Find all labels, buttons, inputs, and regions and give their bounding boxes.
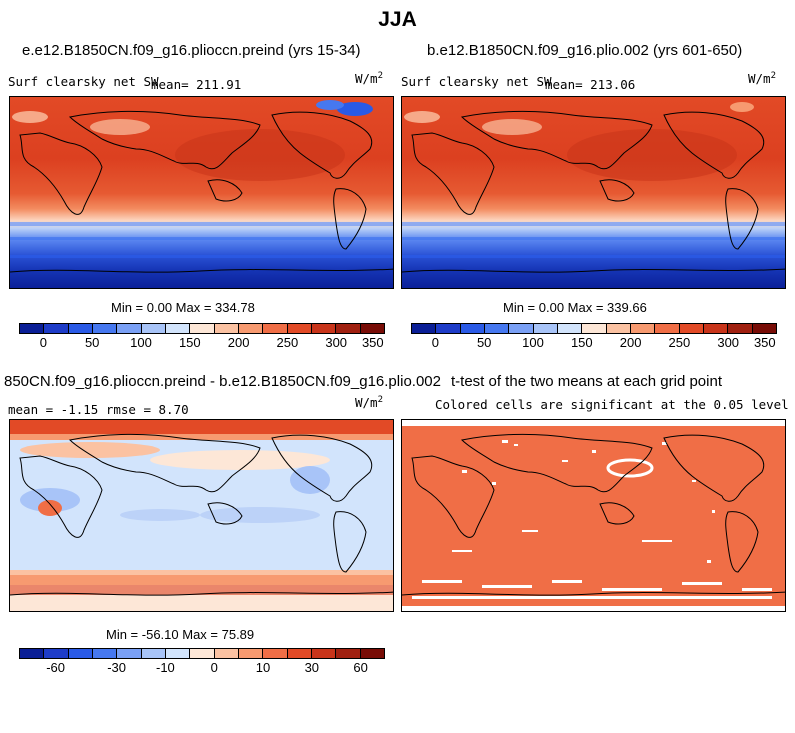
colorbar-swatch bbox=[190, 649, 215, 658]
colorbar-swatch bbox=[68, 649, 93, 658]
colorbar-swatch bbox=[263, 324, 288, 333]
colorbar-swatch bbox=[533, 324, 558, 333]
colorbar-swatch bbox=[68, 324, 93, 333]
colorbar-tick-label: 350 bbox=[753, 335, 776, 350]
colorbar-swatch bbox=[336, 649, 361, 658]
colorbar-tick-label: 10 bbox=[255, 660, 271, 675]
colorbar-swatch bbox=[582, 324, 607, 333]
colorbar-swatch bbox=[117, 324, 142, 333]
panel-a-title: e.e12.B1850CN.f09_g16.plioccn.preind (yr… bbox=[22, 42, 361, 59]
colorbar-tick-label: 50 bbox=[476, 335, 492, 350]
colorbar-swatch bbox=[360, 324, 384, 333]
colorbar-swatch bbox=[557, 324, 583, 333]
colorbar-tick-label: 200 bbox=[619, 335, 642, 350]
colorbar-tick-label: 60 bbox=[353, 660, 368, 675]
colorbar-tick-label: -60 bbox=[46, 660, 65, 675]
panel-a-mean: mean= 211.91 bbox=[151, 77, 242, 92]
colorbar-tick-label: 30 bbox=[304, 660, 320, 675]
colorbar-swatch bbox=[92, 324, 118, 333]
panel-a-map-canvas bbox=[10, 97, 393, 288]
colorbar-tick-label: -30 bbox=[107, 660, 126, 675]
colorbar-swatch bbox=[20, 649, 45, 658]
panel-a-variable: Surf clearsky net SW bbox=[8, 74, 159, 89]
colorbar-swatch bbox=[752, 324, 776, 333]
panel-d-map bbox=[401, 419, 786, 612]
panel-d-title: t-test of the two means at each grid poi… bbox=[451, 373, 722, 390]
panel-c-minmax: Min = -56.10 Max = 75.89 bbox=[106, 627, 255, 642]
colorbar-swatch bbox=[412, 324, 437, 333]
colorbar-swatch bbox=[287, 649, 312, 658]
panel-b-map-canvas bbox=[402, 97, 785, 288]
colorbar-tick-label: 0 bbox=[431, 335, 440, 350]
colorbar-swatch bbox=[679, 324, 704, 333]
colorbar-swatch bbox=[165, 324, 191, 333]
panel-b-variable: Surf clearsky net SW bbox=[401, 74, 552, 89]
colorbar-swatch bbox=[360, 649, 384, 658]
colorbar-swatch bbox=[141, 324, 166, 333]
colorbar-swatch bbox=[311, 649, 337, 658]
colorbar-swatch bbox=[630, 324, 656, 333]
panel-b-colorbar-labels: 0 50 100 150 200 250 300 350 bbox=[411, 335, 777, 351]
colorbar-swatch bbox=[655, 324, 680, 333]
colorbar-tick-label: 0 bbox=[210, 660, 218, 675]
panel-b-title: b.e12.B1850CN.f09_g16.plio.002 (yrs 601-… bbox=[427, 42, 743, 59]
panel-c-colorbar bbox=[19, 648, 385, 659]
panel-a-minmax: Min = 0.00 Max = 334.78 bbox=[111, 300, 255, 315]
colorbar-swatch bbox=[311, 324, 337, 333]
colorbar-tick-label: 100 bbox=[522, 335, 544, 350]
colorbar-tick-label: 350 bbox=[361, 335, 384, 350]
panel-c-stats: mean = -1.15 rmse = 8.70 bbox=[8, 402, 189, 417]
colorbar-swatch bbox=[436, 324, 461, 333]
colorbar-tick-label: 150 bbox=[178, 335, 201, 350]
colorbar-swatch bbox=[165, 649, 191, 658]
panel-a-units: W/m2 bbox=[355, 71, 383, 87]
colorbar-swatch bbox=[117, 649, 142, 658]
colorbar-swatch bbox=[190, 324, 215, 333]
colorbar-tick-label: 250 bbox=[668, 335, 691, 350]
colorbar-swatch bbox=[214, 324, 239, 333]
colorbar-tick-label: 300 bbox=[325, 335, 348, 350]
panel-a-map bbox=[9, 96, 394, 289]
colorbar-swatch bbox=[238, 324, 264, 333]
colorbar-tick-label: -10 bbox=[155, 660, 175, 675]
colorbar-swatch bbox=[606, 324, 631, 333]
panel-b-units: W/m2 bbox=[748, 71, 776, 87]
panel-b-mean: mean= 213.06 bbox=[545, 77, 636, 92]
panel-a-colorbar-labels: 0 50 100 150 200 250 300 350 bbox=[19, 335, 385, 351]
panel-c-map-canvas bbox=[10, 420, 393, 611]
panel-c-units: W/m2 bbox=[355, 395, 383, 411]
panel-d-subtitle: Colored cells are significant at the 0.0… bbox=[435, 397, 789, 412]
colorbar-swatch bbox=[728, 324, 753, 333]
colorbar-swatch bbox=[20, 324, 45, 333]
colorbar-tick-label: 250 bbox=[276, 335, 299, 350]
colorbar-swatch bbox=[238, 649, 264, 658]
colorbar-swatch bbox=[141, 649, 166, 658]
colorbar-swatch bbox=[44, 649, 69, 658]
colorbar-tick-label: 100 bbox=[130, 335, 152, 350]
colorbar-swatch bbox=[263, 649, 288, 658]
colorbar-swatch bbox=[336, 324, 361, 333]
panel-a-colorbar bbox=[19, 323, 385, 334]
panel-b-map bbox=[401, 96, 786, 289]
colorbar-tick-label: 300 bbox=[717, 335, 740, 350]
colorbar-tick-label: 150 bbox=[570, 335, 593, 350]
colorbar-swatch bbox=[484, 324, 510, 333]
colorbar-swatch bbox=[703, 324, 729, 333]
figure-title: JJA bbox=[378, 8, 417, 31]
colorbar-tick-label: 200 bbox=[227, 335, 250, 350]
panel-d-map-canvas bbox=[402, 420, 785, 611]
colorbar-swatch bbox=[44, 324, 69, 333]
panel-c-map bbox=[9, 419, 394, 612]
colorbar-tick-label: 0 bbox=[39, 335, 48, 350]
colorbar-tick-label: 50 bbox=[84, 335, 100, 350]
panel-c-colorbar-labels: -60 -30 -10 0 10 30 60 bbox=[19, 660, 385, 676]
colorbar-swatch bbox=[92, 649, 118, 658]
colorbar-swatch bbox=[287, 324, 312, 333]
colorbar-swatch bbox=[509, 324, 534, 333]
panel-b-minmax: Min = 0.00 Max = 339.66 bbox=[503, 300, 647, 315]
colorbar-swatch bbox=[214, 649, 239, 658]
colorbar-swatch bbox=[460, 324, 485, 333]
panel-b-colorbar bbox=[411, 323, 777, 334]
panel-c-title: 850CN.f09_g16.plioccn.preind - b.e12.B18… bbox=[4, 373, 441, 390]
